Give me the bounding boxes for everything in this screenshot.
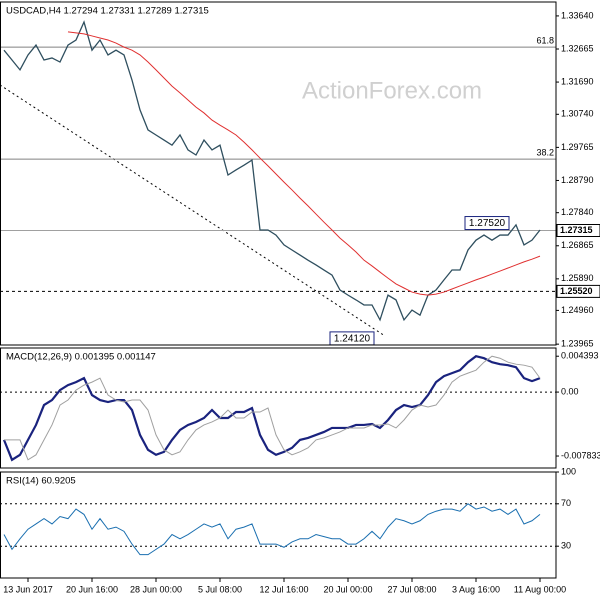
annotation-box [464,216,510,231]
y-tick-label: 0.00 [561,386,579,396]
x-tick-label: 12 Jul 16:00 [259,584,308,594]
fib-level-label: 38.2 [536,147,554,157]
x-tick-label: 5 Jul 08:00 [198,584,242,594]
y-tick-label: 0.004393 [561,351,599,361]
panel-frame [0,471,557,579]
series-line [67,31,541,296]
panel-title: USDCAD,H4 1.27294 1.27331 1.27289 1.2731… [6,6,209,17]
series-line [3,20,541,322]
x-tick-label: 20 Jul 00:00 [323,584,372,594]
y-tick-label: 1.26865 [561,240,594,250]
x-tick-label: 13 Jun 2017 [3,584,53,594]
panel-title: RSI(14) 60.9205 [6,476,76,487]
y-tick-label: 1.23965 [561,339,594,349]
fib-level-label: 61.8 [536,35,554,45]
panel-frame [0,1,557,346]
y-tick-label: 1.24960 [561,305,594,315]
y-tick-label: 1.32665 [561,43,594,53]
y-tick-label: 30 [561,541,571,551]
x-tick-label: 20 Jun 16:00 [66,584,118,594]
y-tick-label: 1.33640 [561,10,594,20]
annotation-label: 1.24120 [334,334,371,345]
x-tick-label: 27 Jul 08:00 [387,584,436,594]
y-tick-label: 70 [561,498,571,508]
x-tick-label: 11 Aug 00:00 [514,584,566,594]
y-tick-label: 1.27840 [561,207,594,217]
y-tick-label: 1.31690 [561,76,594,86]
annotation-label: 1.27520 [469,218,506,229]
price-box-label: 1.25520 [560,286,593,296]
series-line [4,355,541,461]
price-box [556,284,600,298]
y-tick-label: -0.007833 [561,450,600,460]
y-tick-label: 1.28790 [561,175,594,185]
y-tick-label: 100 [561,466,576,476]
y-tick-label: 1.25890 [561,273,594,283]
y-tick-label: 1.29765 [561,142,594,152]
y-tick-label: 1.30740 [561,109,594,119]
panel-frame [0,347,557,469]
x-tick-label: 28 Jun 00:00 [130,584,182,594]
panel-title: MACD(12,26,9) 0.001395 0.001147 [6,352,156,363]
price-box [556,223,600,237]
trend-line [0,84,386,337]
price-box-label: 1.27315 [560,225,593,235]
x-tick-label: 3 Aug 16:00 [452,584,500,594]
watermark: ActionForex.com [302,77,482,104]
series-line [2,355,541,462]
series-line [3,503,541,556]
